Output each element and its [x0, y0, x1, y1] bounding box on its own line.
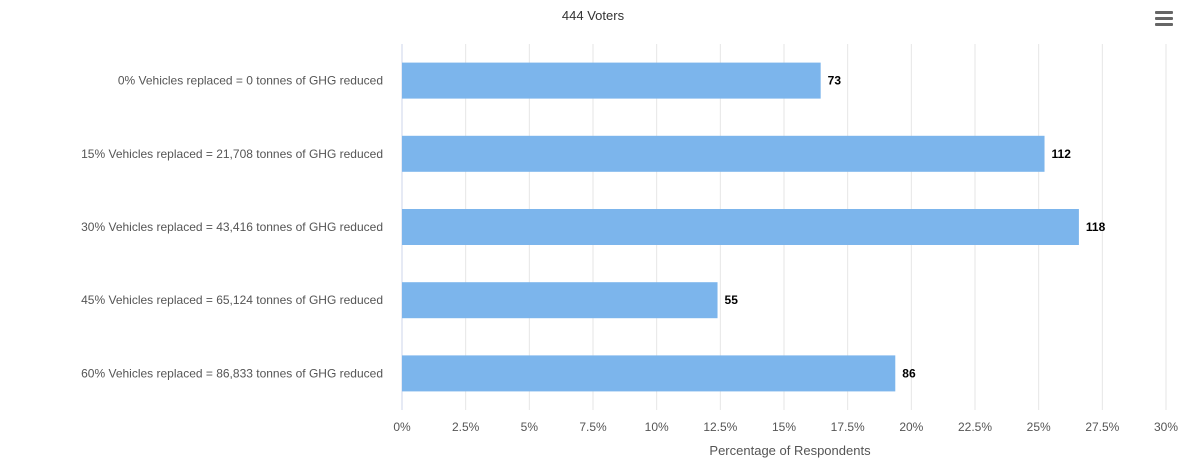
- data-label: 86: [902, 366, 916, 380]
- hamburger-menu-icon[interactable]: [1152, 6, 1176, 30]
- data-label: 112: [1052, 147, 1072, 161]
- menu-line: [1155, 10, 1173, 14]
- x-tick-label: 27.5%: [1085, 420, 1119, 434]
- x-tick-label: 0%: [393, 420, 411, 434]
- category-label: 45% Vehicles replaced = 65,124 tonnes of…: [81, 293, 383, 307]
- x-tick-label: 17.5%: [831, 420, 865, 434]
- data-label: 73: [828, 74, 842, 88]
- bar: [402, 135, 1045, 172]
- x-tick-label: 12.5%: [703, 420, 737, 434]
- bar: [402, 62, 821, 99]
- x-tick-label: 7.5%: [579, 420, 607, 434]
- bar: [402, 282, 718, 319]
- category-label: 15% Vehicles replaced = 21,708 tonnes of…: [81, 147, 383, 161]
- category-label: 0% Vehicles replaced = 0 tonnes of GHG r…: [118, 74, 383, 88]
- x-tick-label: 22.5%: [958, 420, 992, 434]
- category-label: 60% Vehicles replaced = 86,833 tonnes of…: [81, 366, 383, 380]
- x-tick-label: 30%: [1154, 420, 1178, 434]
- data-label: 118: [1086, 220, 1106, 234]
- bar: [402, 355, 896, 392]
- x-tick-label: 25%: [1027, 420, 1051, 434]
- menu-line: [1155, 22, 1173, 26]
- x-axis-title: Percentage of Respondents: [709, 443, 871, 458]
- menu-line: [1155, 16, 1173, 20]
- chart-title: 444 Voters: [561, 8, 625, 23]
- x-tick-label: 5%: [521, 420, 539, 434]
- bar: [402, 209, 1079, 245]
- x-tick-label: 2.5%: [452, 420, 480, 434]
- category-label: 30% Vehicles replaced = 43,416 tonnes of…: [81, 220, 383, 234]
- x-tick-label: 15%: [772, 420, 796, 434]
- x-tick-label: 20%: [899, 420, 923, 434]
- data-label: 55: [725, 293, 739, 307]
- x-tick-label: 10%: [645, 420, 669, 434]
